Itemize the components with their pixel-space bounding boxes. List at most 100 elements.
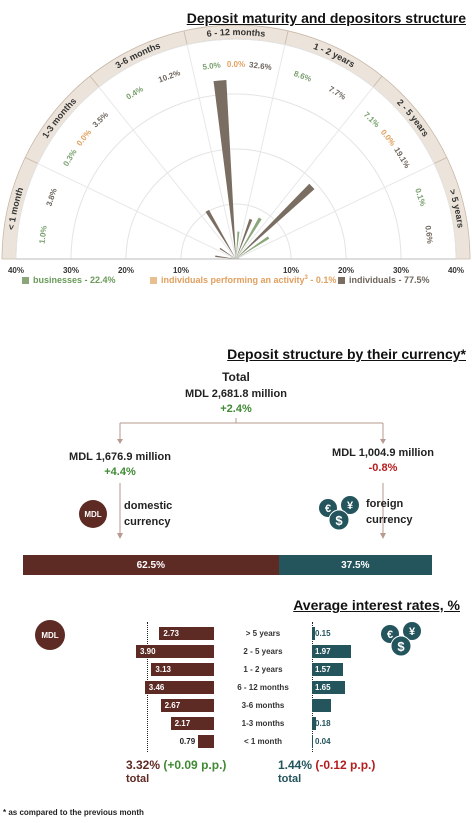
- polar-bar-businesses-0: [230, 257, 236, 259]
- rate-category-label: < 1 month: [243, 737, 282, 746]
- value-label-8: 0.0%: [227, 60, 245, 69]
- legend-individuals-activity: individuals performing an activity3 - 0.…: [150, 275, 336, 285]
- footnote: * as compared to the previous month: [3, 808, 144, 817]
- svg-text:¥: ¥: [409, 626, 416, 638]
- fx-rate-bar: 1.57: [312, 663, 344, 676]
- currency-section-title: Deposit structure by their currency*: [227, 346, 466, 362]
- mdl-currency-icon: MDL: [79, 500, 107, 528]
- ring-divider: [434, 157, 448, 164]
- mdl-rate-bar: 0.79: [180, 735, 214, 748]
- foreign-currency-label: foreign currency: [366, 496, 412, 528]
- legend-individuals-activity-value: - 0.1%: [307, 275, 337, 285]
- foreign-label-line2: currency: [366, 514, 413, 526]
- polar-bar-businesses-1: [234, 257, 236, 259]
- domestic-label-line2: currency: [124, 516, 171, 528]
- axis-tick-0: 40%: [8, 266, 24, 275]
- currency-connectors: [117, 418, 386, 539]
- total-label: Total: [222, 370, 250, 384]
- domestic-change: +4.4%: [104, 466, 136, 478]
- rates-section-title: Average interest rates, %: [293, 597, 460, 613]
- axis-tick-5: 20%: [338, 266, 354, 275]
- fx-rate-label: 1.97: [315, 647, 331, 656]
- mdl-rate-bar: 2.67: [160, 699, 214, 712]
- fx-rate-bar: 0.04: [312, 735, 331, 748]
- value-label-0: 1.0%: [38, 225, 49, 244]
- domestic-share-segment: 62.5%: [23, 555, 279, 575]
- grid-arc: [70, 93, 402, 260]
- legend-footnote-ref: 3: [304, 275, 308, 281]
- mdl-rate-bar: 2.17: [170, 717, 214, 730]
- axis-tick-4: 10%: [283, 266, 299, 275]
- domestic-label-line1: domestic: [124, 500, 173, 512]
- legend-individuals-label: individuals - 77.5%: [349, 275, 430, 285]
- fx-rate-label: 0.15: [315, 629, 331, 638]
- foreign-change: -0.8%: [368, 462, 398, 474]
- mdl-rate-label: 2.67: [164, 701, 181, 710]
- polar-bar-businesses-5: [236, 236, 270, 259]
- legend-businesses-label: businesses - 22.4%: [33, 275, 116, 285]
- total-value: MDL 2,681.8 million: [185, 388, 287, 400]
- ring-divider: [284, 30, 289, 45]
- fx-rate-bar: 0.15: [312, 627, 331, 640]
- mdl-rate-bar: 3.90: [136, 645, 214, 658]
- grid-arc: [15, 38, 457, 260]
- fx-total-change: (-0.12 p.p.): [315, 758, 376, 772]
- fx-rate-bar: 1.65: [312, 681, 345, 694]
- foreign-rates-icon: € ¥ $: [381, 622, 421, 657]
- rate-category-label: 3-6 months: [241, 701, 285, 710]
- fx-rate-label: 0.18: [315, 719, 331, 728]
- mdl-total-word: total: [126, 773, 150, 785]
- total-change: +2.4%: [220, 403, 252, 415]
- value-label-16: 0.6%: [423, 225, 434, 244]
- axis-tick-2: 20%: [118, 266, 134, 275]
- rate-category-label: 1 - 2 years: [243, 665, 283, 674]
- polar-bar-individuals-5: [236, 183, 315, 259]
- value-label-7: 5.0%: [202, 61, 221, 72]
- mdl-rate-label: 3.46: [148, 683, 165, 692]
- ring-divider: [183, 30, 188, 45]
- mdl-rate-label: 2.17: [174, 719, 191, 728]
- polar-bar-individuals-3: [213, 79, 236, 259]
- domestic-share-label: 62.5%: [136, 559, 165, 571]
- ring-divider: [89, 75, 100, 88]
- fx-rate-label: 1.57: [315, 665, 331, 674]
- axis-tick-6: 30%: [393, 266, 409, 275]
- polar-bars: [205, 79, 315, 259]
- fx-rate-bar: 0.18: [312, 717, 331, 730]
- polar-chart-title: Deposit maturity and depositors structur…: [186, 10, 466, 26]
- mdl-rate-bar: 3.13: [151, 663, 214, 676]
- category-label-3: 6 - 12 months: [206, 27, 266, 39]
- mdl-rates-icon: MDL: [35, 620, 65, 650]
- fx-total: 1.44% (-0.12 p.p.): [278, 758, 375, 772]
- foreign-share-label: 37.5%: [341, 559, 370, 571]
- rate-category-label: 1-3 months: [241, 719, 285, 728]
- legend-individuals: individuals - 77.5%: [338, 275, 430, 285]
- polar-bar-individuals-6: [236, 257, 240, 259]
- ring-divider: [24, 157, 38, 164]
- value-label-9: 32.6%: [249, 60, 273, 72]
- grid-spoke: [186, 44, 237, 260]
- legend-businesses: businesses - 22.4%: [22, 275, 116, 285]
- polar-bar-individuals-2: [205, 209, 236, 259]
- domestic-currency-label: domestic currency: [124, 498, 172, 530]
- foreign-label-line1: foreign: [366, 498, 404, 510]
- polar-bar-businesses-4: [236, 217, 262, 259]
- axis-tick-7: 40%: [448, 266, 464, 275]
- ring-divider: [372, 75, 383, 88]
- mdl-rate-bar: 2.73: [159, 627, 214, 640]
- polar-bar-individuals-1: [219, 247, 236, 259]
- legend-individuals-activity-label: individuals performing an activity: [161, 275, 305, 285]
- polar-grid: [15, 38, 457, 260]
- mdl-rate-label: 2.73: [163, 629, 179, 638]
- svg-text:$: $: [397, 639, 405, 654]
- legend-swatch-individuals-activity: [150, 277, 157, 285]
- polar-bar-businesses-2: [235, 256, 236, 259]
- polar-bar-individuals-0: [215, 255, 236, 259]
- mdl-rate-label: 0.79: [179, 737, 196, 746]
- grid-spoke: [37, 163, 237, 260]
- rate-category-label: 2 - 5 years: [243, 647, 283, 656]
- legend-swatch-individuals: [338, 277, 345, 285]
- axis-tick-1: 30%: [63, 266, 79, 275]
- mdl-rate-bar: 3.46: [144, 681, 214, 694]
